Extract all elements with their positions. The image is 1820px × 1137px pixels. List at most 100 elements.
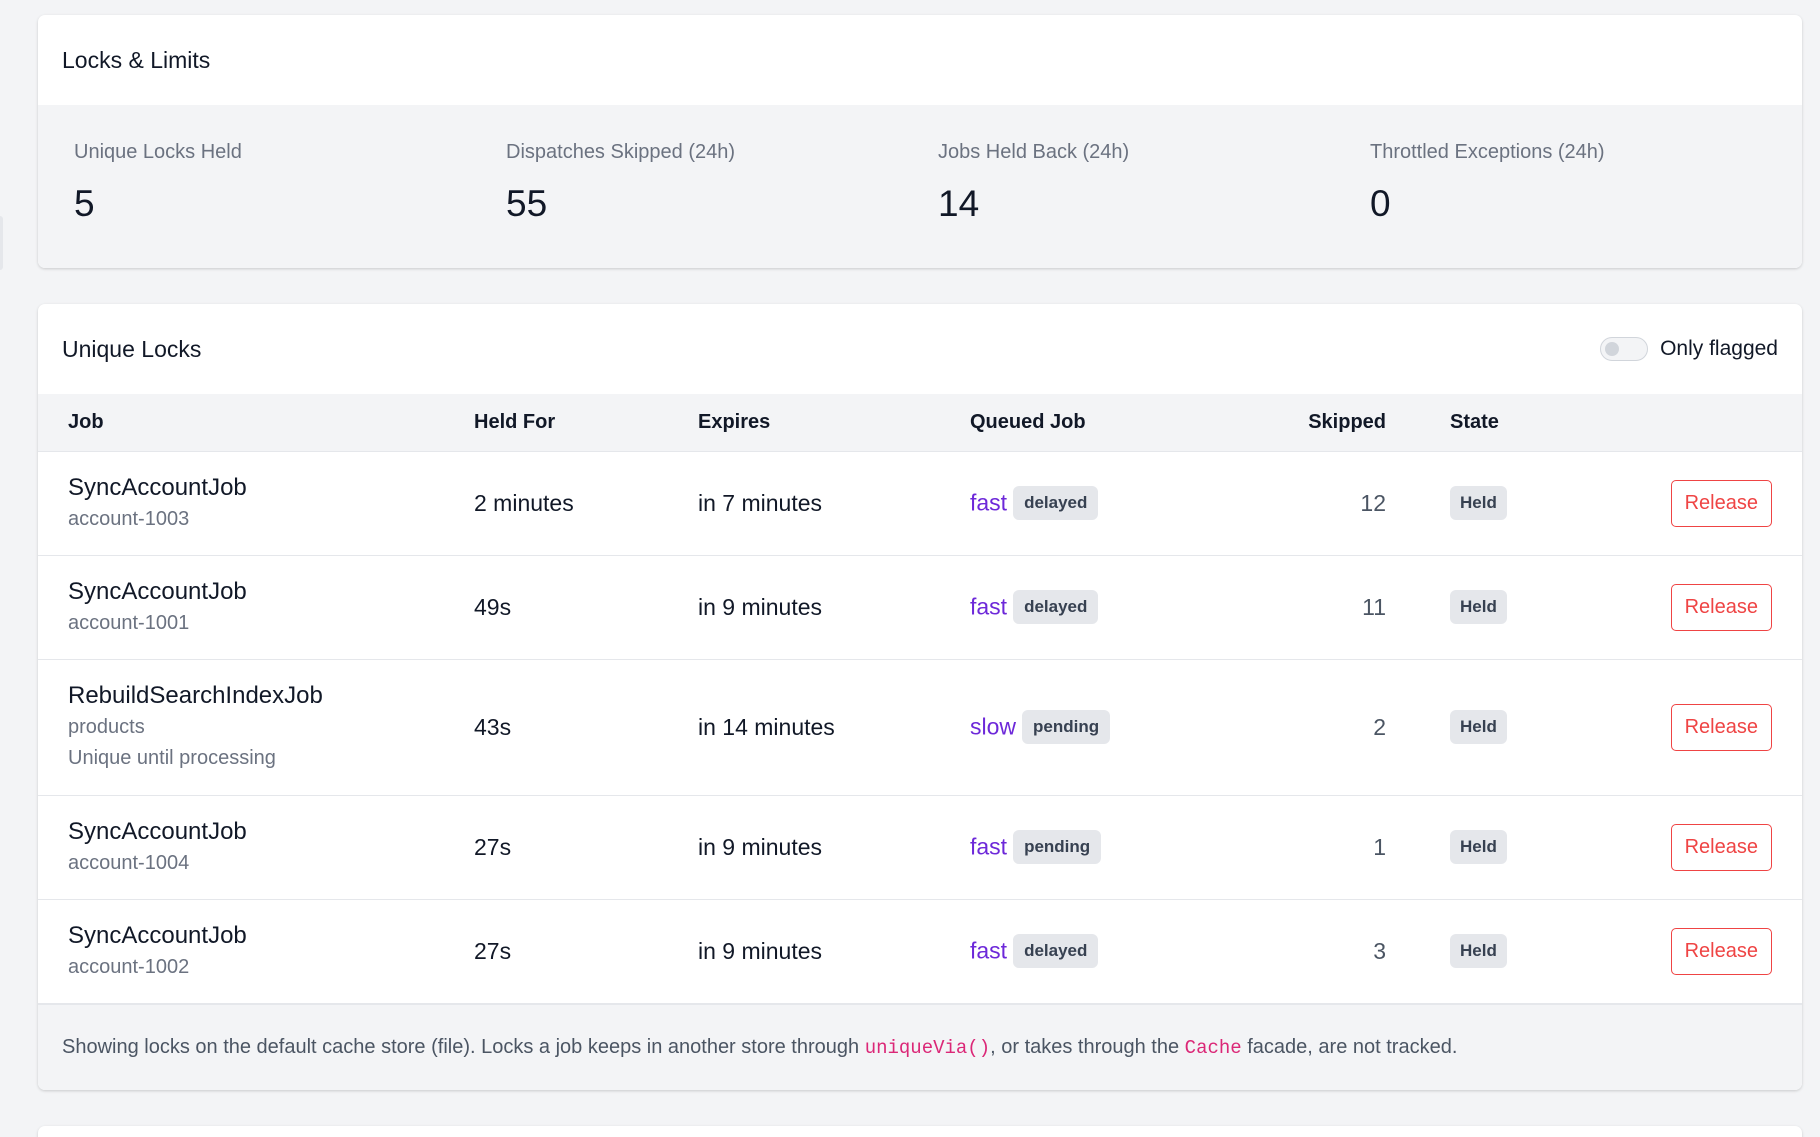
- toggle-label: Only flagged: [1660, 337, 1778, 360]
- table-body: SyncAccountJob account-1003 2 minutes in…: [38, 451, 1802, 1003]
- stat-unique-locks: Unique Locks Held 5: [74, 141, 506, 268]
- column-header-skipped: Skipped: [1308, 410, 1386, 433]
- state-cell: Held: [1398, 451, 1598, 555]
- job-name: SyncAccountJob: [68, 817, 247, 845]
- unique-locks-table: Job Held For Expires Queued Job Skipped …: [38, 394, 1802, 1004]
- stat-jobs-held-back: Jobs Held Back (24h) 14: [938, 141, 1370, 268]
- action-cell: Release: [1598, 795, 1802, 899]
- column-header-state: State: [1450, 410, 1499, 433]
- job-cell: SyncAccountJob account-1004: [38, 795, 468, 899]
- state-badge: Held: [1450, 710, 1507, 744]
- stat-label: Unique Locks Held: [74, 141, 242, 163]
- column-header-actions: [1598, 394, 1802, 451]
- unique-locks-title: Unique Locks: [62, 335, 202, 362]
- skipped-cell: 3: [1373, 937, 1386, 964]
- held-for-cell: 49s: [474, 593, 512, 620]
- table-row: RebuildSearchIndexJob products Unique un…: [38, 659, 1802, 795]
- release-button[interactable]: Release: [1670, 823, 1772, 871]
- release-button[interactable]: Release: [1670, 927, 1772, 975]
- queued-job-cell: slow pending: [964, 659, 1268, 795]
- job-cell: SyncAccountJob account-1001: [38, 555, 468, 659]
- lock-key: account-1002: [68, 955, 190, 978]
- toggle-knob: [1605, 342, 1620, 356]
- state-cell: Held: [1398, 795, 1598, 899]
- queued-job-cell: fast pending: [964, 795, 1268, 899]
- only-flagged-toggle[interactable]: Only flagged: [1600, 337, 1778, 361]
- note-part-2: , or takes through the: [990, 1035, 1185, 1058]
- stat-value: 5: [74, 183, 95, 224]
- release-button[interactable]: Release: [1670, 479, 1772, 527]
- side-panel-edge: [0, 216, 3, 270]
- state-cell: Held: [1398, 899, 1598, 1003]
- next-card: [38, 1126, 1802, 1137]
- held-for-cell: 43s: [474, 713, 512, 740]
- skipped-cell: 12: [1360, 489, 1386, 516]
- header-row: Job Held For Expires Queued Job Skipped …: [38, 394, 1802, 451]
- note-part-1: Showing locks on the default cache store…: [62, 1035, 865, 1058]
- action-cell: Release: [1598, 659, 1802, 795]
- stat-label: Dispatches Skipped (24h): [506, 141, 736, 163]
- queue-link[interactable]: slow: [970, 713, 1017, 740]
- queue-status-badge: pending: [1022, 710, 1111, 744]
- table-row: SyncAccountJob account-1001 49s in 9 min…: [38, 555, 1802, 659]
- queue-link[interactable]: fast: [970, 937, 1008, 964]
- queue-status-badge: delayed: [1013, 486, 1099, 520]
- toggle-switch[interactable]: [1600, 337, 1649, 361]
- cache-store-note: Showing locks on the default cache store…: [38, 1003, 1802, 1090]
- job-name: SyncAccountJob: [68, 473, 247, 501]
- action-cell: Release: [1598, 555, 1802, 659]
- stat-throttled-exceptions: Throttled Exceptions (24h) 0: [1370, 141, 1802, 268]
- lock-note: Unique until processing: [68, 747, 276, 769]
- expires-cell: in 9 minutes: [698, 593, 823, 620]
- state-badge: Held: [1450, 934, 1507, 968]
- state-cell: Held: [1398, 555, 1598, 659]
- held-for-cell: 2 minutes: [474, 489, 574, 516]
- queue-link[interactable]: fast: [970, 833, 1008, 860]
- state-badge: Held: [1450, 830, 1507, 864]
- stat-value: 0: [1370, 183, 1391, 224]
- skipped-cell: 2: [1373, 713, 1386, 740]
- stat-label: Jobs Held Back (24h): [938, 141, 1130, 163]
- queue-status-badge: delayed: [1013, 934, 1099, 968]
- table-header: Job Held For Expires Queued Job Skipped …: [38, 394, 1802, 451]
- column-header-held-for: Held For: [474, 410, 556, 433]
- job-cell: SyncAccountJob account-1002: [38, 899, 468, 1003]
- unique-locks-card: Unique Locks Only flagged Job Held For E…: [38, 304, 1802, 1090]
- locks-limits-card: Locks & Limits Unique Locks Held 5 Dispa…: [38, 15, 1802, 268]
- code-cache: Cache: [1184, 1036, 1242, 1059]
- state-badge: Held: [1450, 590, 1507, 624]
- table-row: SyncAccountJob account-1003 2 minutes in…: [38, 451, 1802, 555]
- locks-limits-header: Locks & Limits: [38, 15, 1802, 105]
- note-part-3: facade, are not tracked.: [1241, 1035, 1458, 1058]
- skipped-cell: 11: [1362, 593, 1386, 620]
- job-cell: RebuildSearchIndexJob products Unique un…: [38, 659, 468, 795]
- stat-value: 55: [506, 183, 548, 224]
- queued-job-cell: fast delayed: [964, 555, 1268, 659]
- queued-job-cell: fast delayed: [964, 899, 1268, 1003]
- release-button[interactable]: Release: [1670, 703, 1772, 751]
- expires-cell: in 14 minutes: [698, 713, 835, 740]
- state-badge: Held: [1450, 486, 1507, 520]
- queued-job-cell: fast delayed: [964, 451, 1268, 555]
- queue-link[interactable]: fast: [970, 593, 1008, 620]
- table-row: SyncAccountJob account-1002 27s in 9 min…: [38, 899, 1802, 1003]
- job-cell: SyncAccountJob account-1003: [38, 451, 468, 555]
- lock-key: account-1001: [68, 611, 190, 634]
- lock-key: account-1003: [68, 507, 190, 530]
- locks-limits-title: Locks & Limits: [62, 46, 211, 73]
- stat-label: Throttled Exceptions (24h): [1370, 141, 1605, 163]
- held-for-cell: 27s: [474, 833, 512, 860]
- lock-key: account-1004: [68, 851, 190, 874]
- column-header-queued-job: Queued Job: [970, 410, 1086, 433]
- note-text: Showing locks on the default cache store…: [62, 1036, 1457, 1059]
- stats-row: Unique Locks Held 5 Dispatches Skipped (…: [38, 105, 1802, 268]
- expires-cell: in 7 minutes: [698, 489, 823, 516]
- skipped-cell: 1: [1373, 833, 1386, 860]
- job-name: SyncAccountJob: [68, 577, 247, 605]
- queue-status-badge: delayed: [1013, 590, 1099, 624]
- expires-cell: in 9 minutes: [698, 937, 823, 964]
- action-cell: Release: [1598, 899, 1802, 1003]
- queue-status-badge: pending: [1013, 830, 1102, 864]
- release-button[interactable]: Release: [1670, 583, 1772, 631]
- queue-link[interactable]: fast: [970, 489, 1008, 516]
